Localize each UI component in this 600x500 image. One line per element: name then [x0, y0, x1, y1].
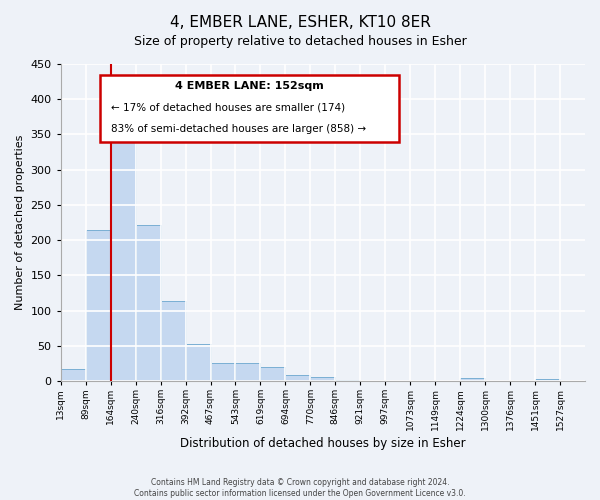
Text: 4, EMBER LANE, ESHER, KT10 8ER: 4, EMBER LANE, ESHER, KT10 8ER	[170, 15, 430, 30]
Text: Size of property relative to detached houses in Esher: Size of property relative to detached ho…	[134, 35, 466, 48]
Y-axis label: Number of detached properties: Number of detached properties	[15, 135, 25, 310]
Bar	[460, 378, 485, 381]
Bar	[110, 142, 136, 381]
Bar	[335, 380, 361, 381]
Bar	[260, 367, 286, 381]
Text: 4 EMBER LANE: 152sqm: 4 EMBER LANE: 152sqm	[175, 82, 324, 92]
Bar	[235, 362, 260, 381]
FancyBboxPatch shape	[100, 75, 399, 142]
Bar	[136, 224, 161, 381]
Text: ← 17% of detached houses are smaller (174): ← 17% of detached houses are smaller (17…	[110, 102, 344, 112]
Bar	[310, 378, 335, 381]
Bar	[86, 230, 110, 381]
Bar	[211, 362, 235, 381]
Bar	[286, 376, 310, 381]
Bar	[185, 344, 211, 381]
X-axis label: Distribution of detached houses by size in Esher: Distribution of detached houses by size …	[180, 437, 466, 450]
Bar	[61, 369, 86, 381]
Bar	[535, 379, 560, 381]
Text: 83% of semi-detached houses are larger (858) →: 83% of semi-detached houses are larger (…	[110, 124, 365, 134]
Bar	[161, 302, 185, 381]
Text: Contains HM Land Registry data © Crown copyright and database right 2024.
Contai: Contains HM Land Registry data © Crown c…	[134, 478, 466, 498]
